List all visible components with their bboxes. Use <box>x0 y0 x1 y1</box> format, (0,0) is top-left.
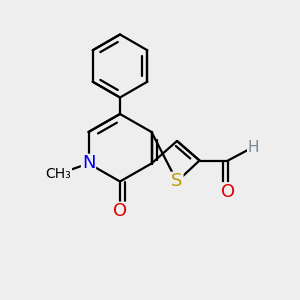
Text: S: S <box>171 172 183 190</box>
Text: N: N <box>82 154 95 172</box>
Text: O: O <box>113 202 127 220</box>
Text: O: O <box>221 183 235 201</box>
Text: H: H <box>248 140 259 154</box>
Text: CH₃: CH₃ <box>46 167 71 181</box>
